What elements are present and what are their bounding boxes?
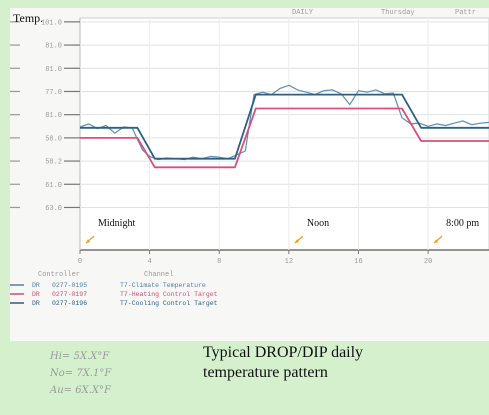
x-tick-label: 4 [148, 258, 152, 266]
header-day: Thursday [381, 9, 415, 17]
legend-code: 0277-0197 [52, 291, 87, 298]
plot-area [79, 17, 489, 251]
legend: Controller Channel DR 0277-0195 T7-Climate T… [10, 271, 218, 307]
series-group [79, 84, 489, 169]
handwritten-notes: Hi= 5X.X°F No= 7X.1°F Au= 6X.X°F [50, 348, 111, 399]
y-tick-label: 77.0 [45, 89, 62, 97]
annotation-arrowhead [294, 239, 299, 244]
legend-unit: DR [32, 282, 40, 289]
caption: Typical DROP/DIP daily temperature patte… [203, 343, 403, 383]
x-tick-label: 20 [424, 258, 432, 266]
legend-series-name: T7-Cooling Control Target [120, 300, 218, 307]
x-ticks: 0 4 8 12 16 20 [78, 250, 432, 266]
legend-code: 0277-0196 [52, 300, 87, 307]
annotation-label: 8:00 pm [446, 218, 479, 229]
annotations: Midnight Noon 8:00 pm [85, 218, 479, 244]
x-tick-label: 0 [78, 258, 82, 266]
y-tick-label: 58.0 [45, 135, 62, 143]
annotation-label: Midnight [98, 218, 135, 229]
y-tick-label: 81.0 [45, 112, 62, 120]
gridlines [79, 18, 489, 250]
header-tag: DAILY [292, 9, 314, 17]
y-tick-label: 61.0 [45, 182, 62, 190]
y-tick-label: 63.0 [45, 205, 62, 213]
legend-header-channel: Channel [144, 271, 173, 279]
legend-code: 0277-0195 [52, 282, 87, 289]
legend-unit: DR [32, 300, 40, 307]
annotation-arrowhead [86, 239, 90, 244]
y-tick-label: 101.0 [41, 19, 62, 27]
annotation-label: Noon [307, 218, 329, 229]
caption-line-2: temperature pattern [203, 364, 328, 381]
y-tick-label: 81.0 [45, 43, 62, 51]
y-tick-label: 81.0 [45, 66, 62, 74]
header-extra: Pattr [455, 9, 476, 17]
legend-series-name: T7-Climate Temperature [120, 282, 206, 289]
series-line-3 [80, 93, 489, 160]
y-tick-label: 58.2 [45, 159, 62, 167]
x-tick-label: 8 [217, 258, 221, 266]
chart-header: DAILY Thursday Pattr [292, 9, 476, 17]
caption-line-1: Typical DROP/DIP daily [203, 344, 364, 361]
x-tick-label: 16 [354, 258, 362, 266]
legend-header-controller: Controller [38, 271, 80, 279]
legend-series-name: T7-Heating Control Target [120, 291, 218, 298]
legend-unit: DR [32, 291, 40, 298]
note-line-2: No= 7X.1°F [50, 368, 112, 379]
y-ticks: 101.0 81.0 81.0 77.0 81.0 58.0 58.2 61.0 63.0 [10, 19, 80, 213]
series-line-2 [80, 107, 489, 169]
note-line-3: Au= 6X.X°F [50, 385, 111, 396]
y-axis-label: Temp. [13, 11, 44, 25]
note-line-1: Hi= 5X.X°F [50, 351, 110, 362]
x-tick-label: 12 [285, 258, 293, 266]
annotation-arrowhead [434, 239, 439, 244]
